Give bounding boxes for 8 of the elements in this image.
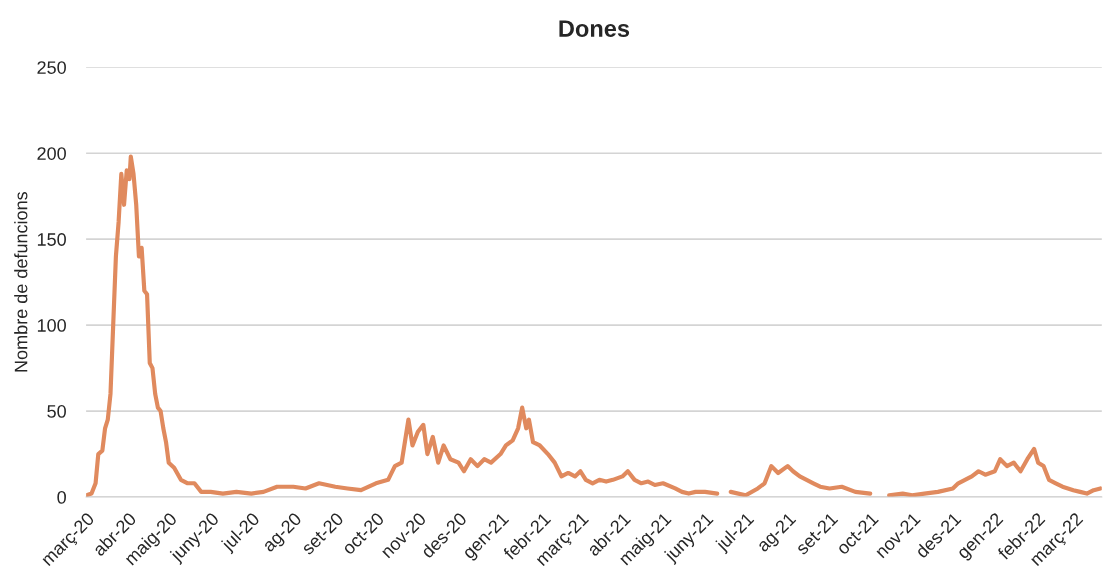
y-tick-label: 150 xyxy=(37,233,66,246)
y-tick-label: 50 xyxy=(47,405,66,418)
y-tick-label: 250 xyxy=(37,61,66,74)
y-tick-label: 200 xyxy=(37,147,66,160)
y-tick-label: 100 xyxy=(37,319,66,332)
y-tick-label: 0 xyxy=(57,490,66,504)
chart-title: Dones xyxy=(559,20,630,37)
y-axis-title: Nombre de defuncions xyxy=(14,191,28,372)
